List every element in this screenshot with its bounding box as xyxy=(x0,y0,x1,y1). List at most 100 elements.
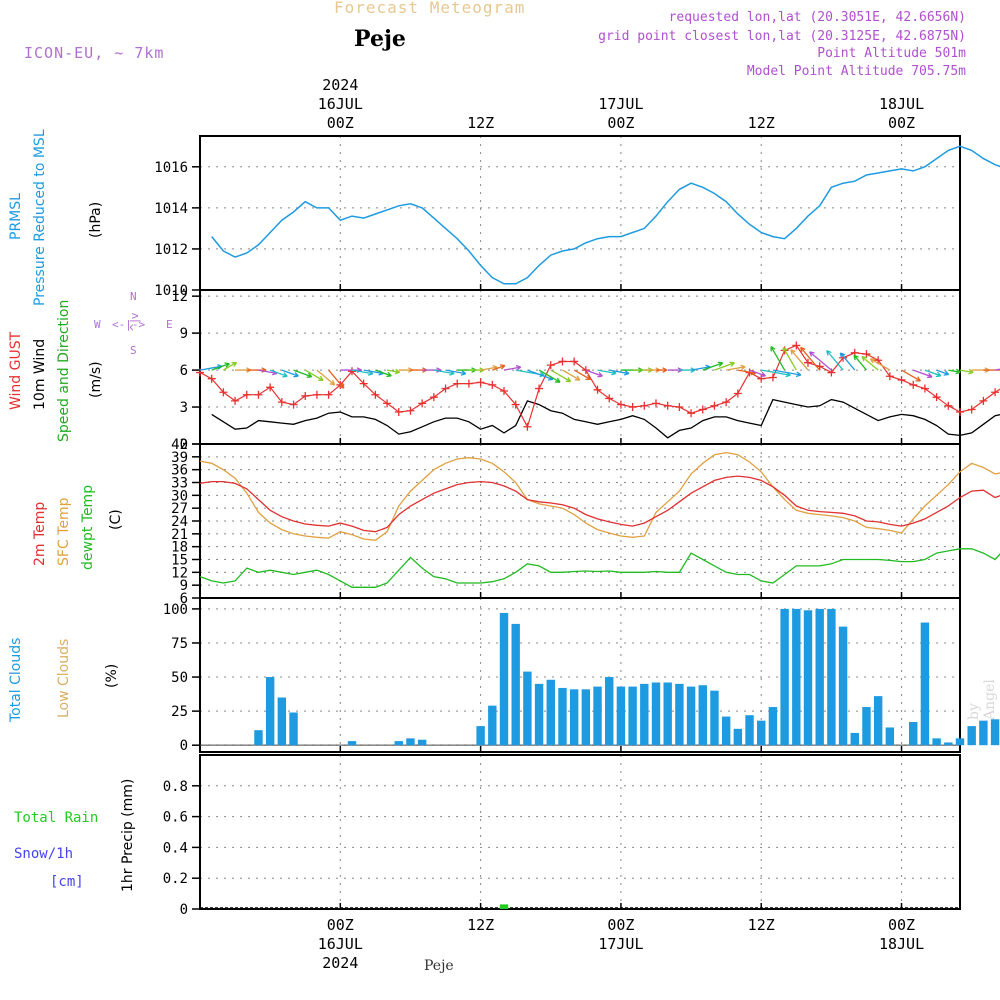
clouds-frame xyxy=(199,597,961,753)
wind-gust-marker xyxy=(768,373,777,382)
wind-ytick-label: 9 xyxy=(180,326,188,342)
wind-gust-marker xyxy=(920,384,929,393)
temperature-ytick-label: 30 xyxy=(171,488,188,504)
wind-direction-arrow xyxy=(839,352,856,371)
wind-gust-marker xyxy=(967,405,976,414)
wind-gust-marker xyxy=(593,385,602,394)
clouds-total-bar xyxy=(838,626,848,746)
wind-gust-marker xyxy=(476,378,485,387)
wind-speed-line xyxy=(211,398,1000,439)
precip-ytick-label: 0 xyxy=(180,902,188,918)
temperature-ytick-label: 39 xyxy=(171,450,188,466)
pressure-ytick-label: 1016 xyxy=(154,160,188,176)
wind-gust-marker xyxy=(804,358,812,367)
wind-gust-marker xyxy=(429,393,438,402)
wind-direction-arrow xyxy=(281,369,299,378)
temperature-ytick-label: 27 xyxy=(171,501,188,517)
chart-title: Forecast Meteogram xyxy=(334,0,526,17)
wind-gust-marker xyxy=(418,399,427,408)
clouds-ytick-label: 25 xyxy=(171,704,188,720)
wind-gust-marker xyxy=(991,388,1000,397)
compass-east: E xyxy=(166,318,173,331)
wind-gust-marker xyxy=(944,401,953,410)
compass-west: W xyxy=(94,318,101,331)
wind-direction-arrow xyxy=(258,369,278,376)
wind-gust-marker xyxy=(862,350,871,359)
wind-gust-marker xyxy=(394,407,403,416)
wind-direction-arrow xyxy=(246,367,267,373)
clouds-total-bar xyxy=(698,685,707,746)
compass-we-arrow: <-|-> xyxy=(112,318,146,331)
wind-gust-marker xyxy=(792,341,801,350)
wind-gust-marker xyxy=(301,391,310,400)
wind-gust-marker xyxy=(511,400,520,409)
wind-direction-arrow xyxy=(492,364,506,371)
clouds-total-bar xyxy=(909,722,918,746)
clouds-total-bar xyxy=(979,720,988,746)
clouds-ytick-label: 100 xyxy=(163,602,188,618)
clouds-total-bar xyxy=(733,728,743,746)
clouds-total-bar xyxy=(885,727,895,746)
clouds-total-bar xyxy=(488,705,497,746)
wind-gust-marker xyxy=(663,401,672,410)
wind-gust-marker xyxy=(464,379,473,388)
bottom-time-label: 00Z xyxy=(327,916,354,934)
wind-gust-marker xyxy=(733,389,742,398)
wind-gust-marker xyxy=(687,409,696,418)
clouds-total-bar xyxy=(534,683,544,746)
point-altitude: Point Altitude 501m xyxy=(817,46,966,61)
wind-gust-marker xyxy=(640,401,649,410)
clouds-total-bar xyxy=(721,716,731,746)
wind-gust-marker xyxy=(570,357,579,366)
bottom-time-label: 2024 xyxy=(322,954,358,972)
clouds-total-bar xyxy=(850,732,859,746)
wind-gust-marker xyxy=(289,400,298,409)
wind-gust-marker xyxy=(383,399,392,408)
wind-gust-marker xyxy=(453,379,462,388)
temp-2m-line xyxy=(199,475,1000,533)
wind-gust-marker xyxy=(324,390,333,399)
clouds-total-bar xyxy=(347,741,357,746)
precip-rain-label: Total Rain xyxy=(14,810,99,826)
wind-gust-marker xyxy=(500,387,508,396)
wind-direction-arrow xyxy=(211,362,230,371)
wind-direction-arrow xyxy=(800,346,821,371)
wind-gust-marker xyxy=(710,401,719,410)
top-time-label: 12Z xyxy=(748,114,775,132)
top-time-label: 00Z xyxy=(607,114,634,132)
clouds-total-bar xyxy=(569,689,579,746)
wind-direction-arrow xyxy=(445,369,467,376)
clouds-total-bar xyxy=(827,608,836,746)
wind-gust-marker xyxy=(698,405,707,414)
wind-gust-marker xyxy=(231,396,240,405)
wind-direction-arrow xyxy=(959,368,974,375)
top-time-label: 12Z xyxy=(467,114,494,132)
wind-ytick-label: 3 xyxy=(180,400,188,416)
clouds-total-bar xyxy=(523,671,532,746)
wind-direction-arrow xyxy=(861,355,879,371)
top-time-label: 16JUL xyxy=(318,95,363,113)
wind-gust-marker xyxy=(558,357,567,366)
wind-direction-arrow xyxy=(809,351,832,371)
clouds-total-bar xyxy=(920,622,930,746)
precip-ytick-label: 0.2 xyxy=(163,871,188,887)
pressure-frame xyxy=(199,135,961,291)
clouds-total-bar xyxy=(394,741,403,746)
grid-point-coordinates: grid point closest lon,lat (20.3125E, 42… xyxy=(598,29,966,44)
clouds-total-bar xyxy=(605,677,614,746)
wind-gust-marker xyxy=(581,366,590,375)
clouds-total-bar xyxy=(406,738,415,746)
wind-gust-marker xyxy=(652,399,660,408)
wind-direction-arrow xyxy=(690,364,711,371)
wind-direction-arrow xyxy=(772,369,802,378)
wind-gust-marker xyxy=(932,393,941,402)
clouds-total-bar xyxy=(663,682,672,746)
clouds-total-bar xyxy=(651,682,661,746)
clouds-total-bar xyxy=(873,696,883,746)
clouds-total-bar xyxy=(686,686,696,746)
wind-direction-arrow xyxy=(994,368,1000,371)
wind-gust-marker xyxy=(312,390,321,399)
model-name: ICON-EU, ~ 7km xyxy=(24,44,165,62)
wind-direction-arrow xyxy=(269,369,288,378)
precip-rain-bar xyxy=(499,904,509,909)
